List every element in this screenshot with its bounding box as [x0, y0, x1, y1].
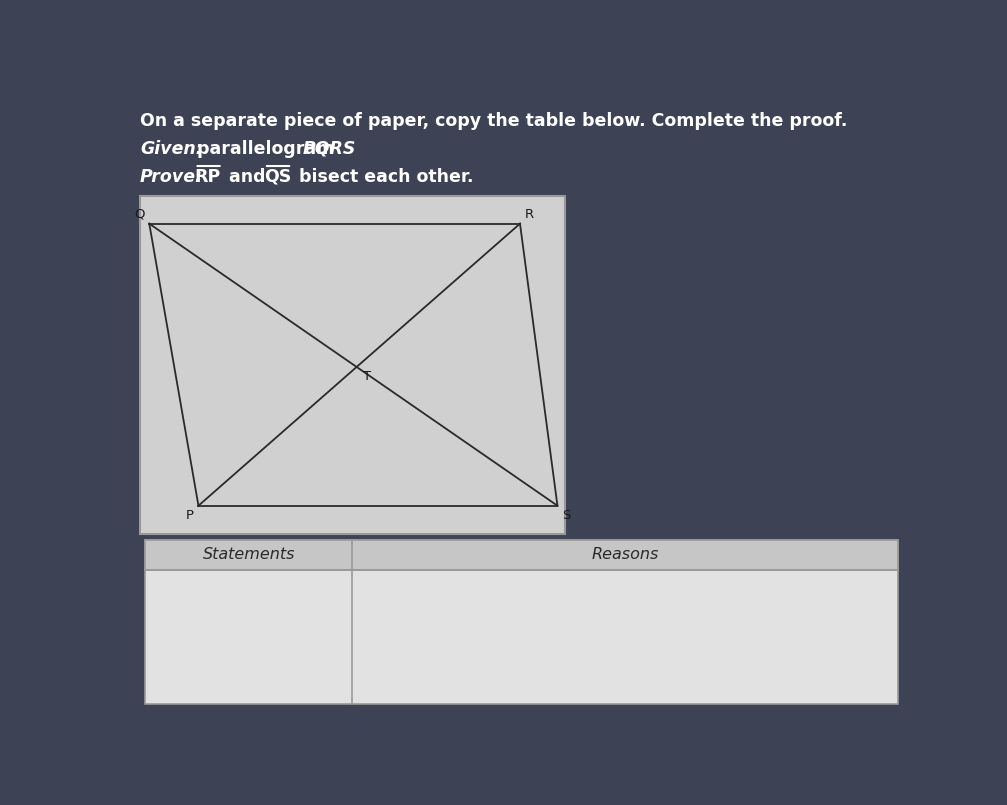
Text: QS: QS [264, 168, 291, 186]
Text: S: S [562, 509, 571, 522]
FancyBboxPatch shape [145, 540, 898, 570]
Text: R: R [525, 208, 534, 221]
Text: Reasons: Reasons [592, 547, 660, 562]
Text: bisect each other.: bisect each other. [293, 168, 473, 186]
Text: PQRS: PQRS [302, 140, 355, 158]
Text: Given:: Given: [140, 140, 202, 158]
Text: and: and [224, 168, 272, 186]
Text: Statements: Statements [202, 547, 295, 562]
Text: Prove:: Prove: [140, 168, 203, 186]
FancyBboxPatch shape [145, 540, 898, 704]
Text: T: T [363, 370, 371, 383]
Text: Q: Q [134, 208, 145, 221]
Text: P: P [185, 509, 193, 522]
FancyBboxPatch shape [140, 196, 565, 534]
Text: parallelogram: parallelogram [197, 140, 340, 158]
Text: RP: RP [194, 168, 221, 186]
Text: On a separate piece of paper, copy the table below. Complete the proof.: On a separate piece of paper, copy the t… [140, 112, 847, 130]
